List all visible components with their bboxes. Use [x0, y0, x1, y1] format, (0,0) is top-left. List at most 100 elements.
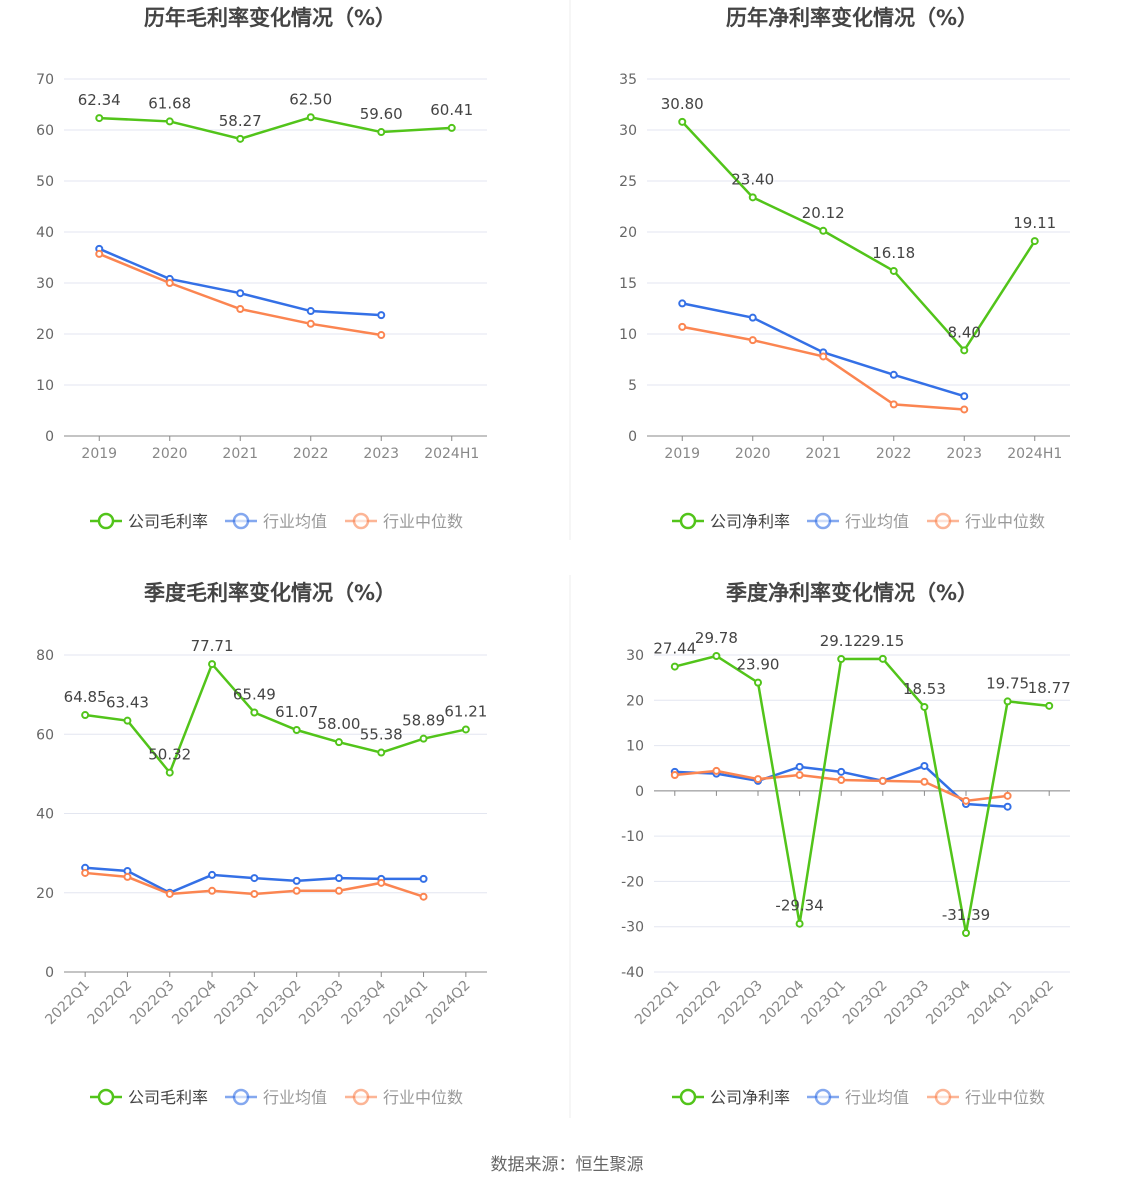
y-tick-label: 10 [36, 378, 54, 394]
legend-item[interactable]: 行业中位数 [927, 1088, 1045, 1107]
x-tick-label: 2024Q2 [1006, 978, 1057, 1029]
series-line-company [99, 115, 452, 141]
data-point [678, 117, 687, 126]
data-point [81, 711, 90, 720]
data-point [377, 878, 386, 887]
data-point [754, 678, 762, 687]
legend-label: 公司毛利率 [128, 512, 208, 531]
y-tick-label: -20 [621, 874, 644, 890]
chart-title: 历年毛利率变化情况（%） [144, 6, 396, 30]
y-tick-label: 10 [626, 739, 644, 755]
data-point [208, 870, 217, 879]
data-label: 20.12 [802, 204, 845, 222]
chart-3: 季度毛利率变化情况（%）0204060802022Q12022Q22022Q32… [36, 581, 487, 1107]
data-point [878, 776, 887, 785]
legend-item[interactable]: 行业均值 [225, 1088, 327, 1107]
legend-item[interactable]: 行业中位数 [345, 1088, 463, 1107]
data-point [236, 305, 245, 314]
x-tick-label: 2022Q1 [632, 978, 683, 1029]
legend-item[interactable]: 公司毛利率 [90, 1088, 208, 1107]
data-point [292, 886, 301, 895]
data-label: 65.49 [233, 685, 276, 703]
y-tick-label: 70 [36, 72, 54, 88]
data-point [165, 889, 174, 898]
data-label: 61.68 [148, 94, 191, 112]
data-point [165, 768, 174, 777]
x-tick-label: 2021 [222, 446, 258, 462]
x-tick-label: 2019 [81, 446, 117, 462]
x-tick-label: 2022Q2 [674, 978, 725, 1029]
data-point [795, 762, 804, 771]
legend-item[interactable]: 公司毛利率 [90, 512, 208, 531]
x-tick-label: 2024Q1 [965, 978, 1016, 1029]
y-tick-label: 80 [36, 648, 54, 664]
data-point [250, 889, 259, 898]
legend-item[interactable]: 公司净利率 [672, 512, 790, 531]
legend-label: 公司净利率 [710, 512, 790, 531]
data-label: 8.40 [948, 323, 981, 341]
data-point [334, 874, 343, 883]
series-line-industry-median [682, 325, 965, 411]
x-tick-label: 2023Q1 [212, 978, 263, 1029]
data-label: 18.77 [1028, 679, 1071, 697]
legend-circle-icon [679, 512, 697, 530]
data-label: 50.32 [148, 746, 191, 764]
data-point [678, 299, 687, 308]
data-label: 27.44 [653, 640, 696, 658]
data-label: 62.34 [78, 91, 121, 109]
data-label: 61.21 [444, 702, 487, 720]
y-tick-label: 20 [626, 693, 644, 709]
x-tick-label: 2022Q2 [85, 978, 136, 1029]
data-point [236, 289, 245, 298]
legend-label: 行业中位数 [383, 512, 463, 531]
data-point [250, 874, 259, 883]
legend-item[interactable]: 行业均值 [225, 512, 327, 531]
data-label: 58.89 [402, 712, 445, 730]
data-point [754, 775, 762, 784]
data-point [920, 761, 929, 770]
legend-item[interactable]: 行业中位数 [927, 512, 1045, 531]
x-tick-label: 2022 [293, 446, 329, 462]
legend-item[interactable]: 行业中位数 [345, 512, 463, 531]
data-point [960, 346, 969, 355]
y-tick-label: -30 [621, 920, 644, 936]
data-point [250, 708, 259, 717]
data-point [748, 313, 757, 322]
data-label: 19.11 [1013, 214, 1056, 232]
data-point [306, 113, 315, 122]
data-point [920, 777, 929, 786]
legend-label: 行业均值 [845, 512, 909, 531]
data-point [678, 322, 687, 331]
data-point [377, 311, 386, 320]
data-point [208, 886, 217, 895]
legend-item[interactable]: 公司净利率 [672, 1088, 790, 1107]
data-point [960, 392, 969, 401]
data-label: -31.39 [942, 906, 990, 924]
chart-4: 季度净利率变化情况（%）-40-30-20-1001020302022Q1202… [621, 581, 1071, 1107]
chart-title: 季度毛利率变化情况（%） [144, 581, 396, 605]
x-tick-label: 2023Q4 [923, 977, 974, 1028]
legend-item[interactable]: 行业均值 [807, 1088, 909, 1107]
data-label: 77.71 [191, 637, 234, 655]
legend-circle-icon [97, 1088, 115, 1106]
legend-circle-icon [934, 1088, 952, 1106]
y-tick-label: 50 [36, 174, 54, 190]
data-label: 64.85 [64, 688, 107, 706]
data-point [236, 134, 245, 143]
legend-label: 行业中位数 [965, 512, 1045, 531]
data-point [748, 336, 757, 345]
x-tick-label: 2023Q2 [840, 978, 891, 1029]
x-tick-label: 2022Q4 [757, 977, 808, 1028]
legend-circle-icon [97, 512, 115, 530]
data-point [795, 771, 804, 780]
legend-item[interactable]: 行业均值 [807, 512, 909, 531]
data-label: 18.53 [903, 680, 946, 698]
chart-1: 历年毛利率变化情况（%） 0 10 20 30 40 50 60 70 2019 2020 2021 2… [36, 6, 487, 531]
data-point [334, 886, 343, 895]
x-tick-label: 2022 [876, 446, 912, 462]
x-tick-label: 2023 [363, 446, 399, 462]
data-label: 61.07 [275, 703, 318, 721]
data-point [95, 114, 104, 123]
